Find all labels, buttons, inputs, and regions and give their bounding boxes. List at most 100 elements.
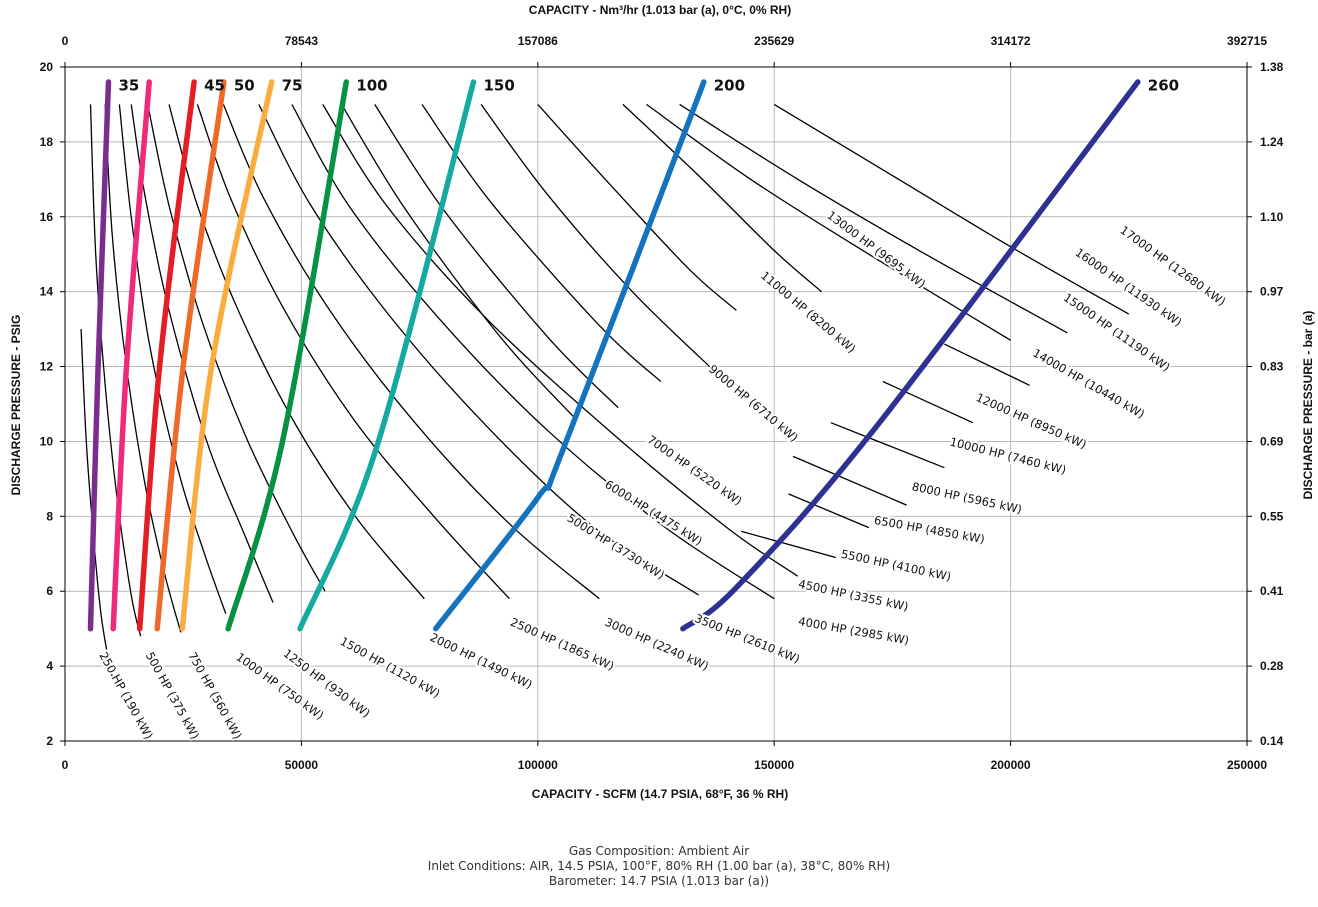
x-tick-label: 50000: [285, 758, 319, 772]
hp-label: 4000 HP (2985 kW): [797, 614, 910, 647]
hp-curve: [622, 103, 822, 293]
hp-curve: [792, 455, 907, 506]
x-tick-label: 100000: [518, 758, 558, 772]
size-label: 75: [282, 77, 303, 95]
hp-label: 5000 HP (3730 kW): [565, 511, 667, 582]
y-right-tick-label: 0.55: [1260, 509, 1284, 523]
hp-curve: [322, 104, 799, 577]
hp-curve: [537, 103, 737, 311]
hp-curve: [830, 422, 945, 469]
size-label: 200: [714, 77, 745, 95]
hp-curve: [374, 104, 619, 409]
y-right-tick-label: 0.69: [1260, 434, 1284, 448]
y-tick-label: 14: [40, 285, 54, 299]
hp-label: 14000 HP (10440 kW): [1030, 346, 1147, 421]
size-label: 150: [483, 77, 514, 95]
x-top-tick-label: 314172: [991, 34, 1031, 48]
y-tick-label: 16: [40, 210, 54, 224]
hp-label: 10000 HP (7460 kW): [948, 435, 1067, 477]
size-curve: [110, 79, 152, 632]
hp-label: 5500 HP (4100 kW): [840, 547, 953, 584]
hp-curve: [480, 104, 718, 375]
size-curve: [225, 79, 350, 632]
x-top-tick-label: 0: [62, 34, 69, 48]
size-label: 45: [204, 77, 225, 95]
size-label: 50: [234, 77, 255, 95]
hp-curve: [882, 380, 974, 424]
hp-label: 9000 HP (6710 kW): [706, 362, 801, 445]
hp-label: 1000 HP (750 kW): [233, 650, 326, 723]
y-tick-label: 8: [46, 509, 53, 523]
hp-label: 2500 HP (1865 kW): [508, 615, 616, 673]
hp-curve: [646, 103, 1011, 341]
hp-labels: 250 HP (190 kW)500 HP (375 kW)750 HP (56…: [94, 206, 1230, 744]
chart-notes: Gas Composition: Ambient Air Inlet Condi…: [0, 844, 1318, 889]
y-tick-label: 10: [40, 434, 54, 448]
x-tick-label: 250000: [1227, 758, 1267, 772]
size-label: 260: [1148, 77, 1179, 95]
hp-curve: [89, 104, 142, 637]
hp-label: 13000 HP (9695 kW): [824, 208, 928, 291]
hp-label: 1500 HP (1120 kW): [338, 634, 443, 701]
size-curve: [154, 79, 227, 632]
hp-curve: [291, 104, 775, 600]
hp-label: 4500 HP (3355 kW): [797, 577, 910, 614]
x-top-tick-label: 235629: [754, 34, 794, 48]
y-tick-label: 18: [40, 135, 54, 149]
x-tick-label: 200000: [991, 758, 1031, 772]
y-right-tick-label: 0.28: [1260, 659, 1284, 673]
x-top-tick-label: 392715: [1227, 34, 1267, 48]
hp-label: 2000 HP (1490 kW): [428, 630, 535, 692]
hp-curve: [740, 530, 836, 559]
size-curve: [87, 79, 112, 632]
barometer-note: Barometer: 14.7 PSIA (1.013 bar (a)): [548, 874, 770, 888]
hp-curve: [421, 104, 662, 382]
left-axis-title: DISCHARGE PRESSURE - PSIG: [9, 315, 23, 496]
gas-composition-note: Gas Composition: Ambient Air: [568, 844, 750, 858]
hp-curves: [80, 103, 1130, 682]
inlet-conditions-note: Inlet Conditions: AIR, 14.5 PSIA, 100°F,…: [427, 859, 891, 873]
size-curves: [87, 79, 1141, 632]
size-curve: [432, 79, 707, 632]
top-axis-title: CAPACITY - Nm³/hr (1.013 bar (a), 0°C, 0…: [529, 3, 791, 17]
y-tick-label: 12: [40, 360, 54, 374]
hp-curve: [341, 104, 577, 420]
size-curve: [136, 79, 197, 632]
plot-frame: [64, 66, 1248, 742]
hp-curve: [168, 104, 425, 600]
hp-label: 8000 HP (5965 kW): [911, 479, 1024, 516]
y-tick-label: 20: [40, 60, 54, 74]
hp-curve: [130, 104, 274, 603]
x-top-tick-label: 157086: [518, 34, 558, 48]
y-right-tick-label: 1.38: [1260, 60, 1284, 74]
hp-curve: [944, 343, 1030, 386]
hp-curve: [147, 104, 326, 592]
size-curve: [680, 79, 1141, 632]
hp-label: 6000 HP (4475 kW): [602, 477, 704, 548]
hp-curve: [679, 103, 1068, 334]
hp-label: 7000 HP (5220 kW): [645, 432, 745, 508]
size-labels: 35 45 50 75 100 150 200 260: [118, 77, 1179, 95]
y-tick-label: 2: [46, 734, 53, 748]
x-tick-label: 150000: [754, 758, 794, 772]
size-label: 35: [118, 77, 139, 95]
y-right-tick-label: 0.83: [1260, 360, 1284, 374]
bottom-axis-title: CAPACITY - SCFM (14.7 PSIA, 68°F, 36 % R…: [532, 787, 788, 801]
size-label: 100: [356, 77, 387, 95]
y-right-tick-label: 0.41: [1260, 584, 1284, 598]
hp-curve: [258, 104, 699, 596]
hp-label: 3500 HP (2610 kW): [693, 611, 802, 666]
y-right-tick-label: 0.97: [1260, 285, 1284, 299]
hp-curve: [773, 103, 1130, 315]
size-curve: [179, 79, 275, 632]
hp-curve: [788, 493, 870, 529]
compressor-performance-chart: 0050000785431000001570861500002356292000…: [9, 3, 1315, 801]
hp-curve: [196, 104, 510, 600]
y-right-tick-label: 0.14: [1260, 734, 1284, 748]
axes: 0050000785431000001570861500002356292000…: [40, 34, 1284, 772]
hp-label: 6500 HP (4850 kW): [873, 513, 986, 546]
right-axis-title: DISCHARGE PRESSURE - bar (a): [1301, 311, 1315, 500]
x-top-tick-label: 78543: [285, 34, 319, 48]
y-right-tick-label: 1.24: [1260, 135, 1284, 149]
hp-curve: [222, 104, 600, 600]
